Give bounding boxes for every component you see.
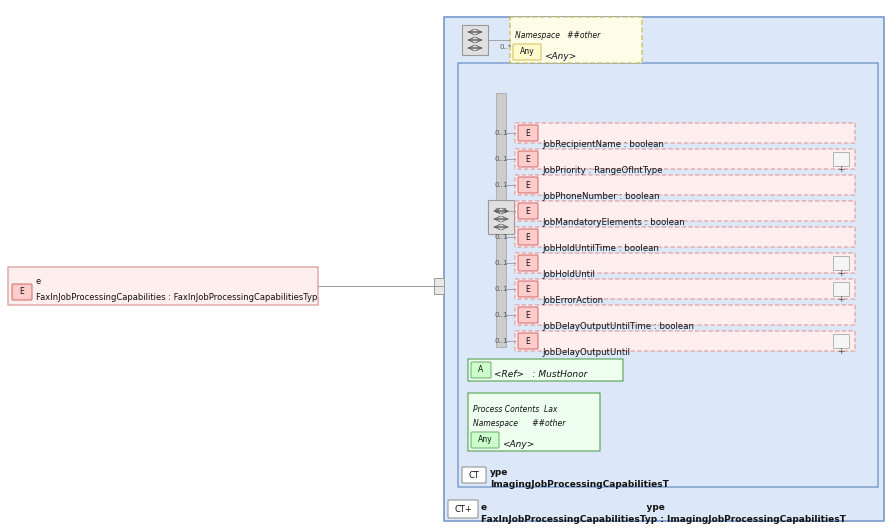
FancyBboxPatch shape <box>513 44 541 60</box>
Text: FaxInJobProcessingCapabilitiesTyp : ImagingJobProcessingCapabilitiesT: FaxInJobProcessingCapabilitiesTyp : Imag… <box>481 515 846 524</box>
Text: E: E <box>20 287 24 296</box>
FancyBboxPatch shape <box>515 305 855 325</box>
FancyBboxPatch shape <box>448 500 478 518</box>
FancyBboxPatch shape <box>468 393 600 451</box>
Text: JobRecipientName : boolean: JobRecipientName : boolean <box>542 140 664 149</box>
Bar <box>496 93 506 347</box>
Text: JobHoldUntilTime : boolean: JobHoldUntilTime : boolean <box>542 244 659 253</box>
FancyBboxPatch shape <box>510 17 642 63</box>
FancyBboxPatch shape <box>515 149 855 169</box>
Text: e: e <box>36 277 41 286</box>
FancyBboxPatch shape <box>518 151 538 167</box>
Text: E: E <box>526 336 530 345</box>
FancyBboxPatch shape <box>518 281 538 297</box>
Text: E: E <box>526 233 530 242</box>
Text: JobPhoneNumber : boolean: JobPhoneNumber : boolean <box>542 192 660 201</box>
Text: <Any>: <Any> <box>544 52 577 61</box>
FancyBboxPatch shape <box>515 175 855 195</box>
FancyBboxPatch shape <box>468 359 623 381</box>
Bar <box>462 25 488 55</box>
FancyBboxPatch shape <box>8 267 318 305</box>
Text: 0..1: 0..1 <box>494 208 508 214</box>
Text: ImagingJobProcessingCapabilitiesT: ImagingJobProcessingCapabilitiesT <box>490 480 669 489</box>
Text: +: + <box>837 295 845 304</box>
Text: JobPriority : RangeOfIntType: JobPriority : RangeOfIntType <box>542 166 662 175</box>
Text: 0..1: 0..1 <box>494 234 508 240</box>
Text: E: E <box>526 154 530 163</box>
Text: 0..1: 0..1 <box>494 260 508 266</box>
FancyBboxPatch shape <box>12 284 32 300</box>
Text: Any: Any <box>519 48 535 57</box>
Bar <box>833 334 849 348</box>
Text: Any: Any <box>477 435 493 444</box>
Text: <Ref>   : MustHonor: <Ref> : MustHonor <box>494 370 587 379</box>
Text: E: E <box>526 129 530 138</box>
Text: E: E <box>526 285 530 294</box>
Text: JobDelayOutputUntilTime : boolean: JobDelayOutputUntilTime : boolean <box>542 322 694 331</box>
Text: A: A <box>478 366 484 375</box>
FancyBboxPatch shape <box>515 279 855 299</box>
Text: JobDelayOutputUntil: JobDelayOutputUntil <box>542 348 630 357</box>
Text: E: E <box>526 206 530 215</box>
FancyBboxPatch shape <box>515 253 855 273</box>
FancyBboxPatch shape <box>518 229 538 245</box>
Text: JobMandatoryElements : boolean: JobMandatoryElements : boolean <box>542 218 685 227</box>
Text: +: + <box>837 269 845 278</box>
Text: <Any>: <Any> <box>502 440 535 449</box>
FancyBboxPatch shape <box>444 17 884 521</box>
Text: 0..*: 0..* <box>500 44 512 50</box>
Bar <box>833 152 849 166</box>
FancyBboxPatch shape <box>518 125 538 141</box>
FancyBboxPatch shape <box>515 227 855 247</box>
Text: e                                                   ype: e ype <box>481 503 665 512</box>
Text: FaxInJobProcessingCapabilities : FaxInJobProcessingCapabilitiesTyp: FaxInJobProcessingCapabilities : FaxInJo… <box>36 293 317 302</box>
FancyBboxPatch shape <box>515 201 855 221</box>
Text: 0..1: 0..1 <box>494 130 508 136</box>
Text: ype: ype <box>490 468 509 477</box>
FancyBboxPatch shape <box>515 331 855 351</box>
FancyBboxPatch shape <box>518 177 538 193</box>
Text: 0..1: 0..1 <box>494 338 508 344</box>
Text: E: E <box>526 180 530 189</box>
FancyBboxPatch shape <box>458 63 878 487</box>
Text: E: E <box>526 311 530 320</box>
Text: Namespace      ##other: Namespace ##other <box>473 419 565 428</box>
FancyBboxPatch shape <box>515 123 855 143</box>
Text: CT+: CT+ <box>454 505 472 514</box>
Text: Process Contents  Lax: Process Contents Lax <box>473 405 557 414</box>
Text: E: E <box>526 259 530 268</box>
FancyBboxPatch shape <box>462 467 486 483</box>
FancyBboxPatch shape <box>518 333 538 349</box>
Bar <box>488 200 514 234</box>
Bar <box>434 278 444 294</box>
FancyBboxPatch shape <box>518 203 538 219</box>
Text: 0..1: 0..1 <box>494 312 508 318</box>
Bar <box>833 256 849 270</box>
Text: 0..1: 0..1 <box>494 156 508 162</box>
FancyBboxPatch shape <box>471 362 491 378</box>
Text: 0..1: 0..1 <box>494 286 508 292</box>
Text: 0..1: 0..1 <box>494 182 508 188</box>
Text: CT: CT <box>468 470 479 479</box>
FancyBboxPatch shape <box>518 307 538 323</box>
Text: JobErrorAction: JobErrorAction <box>542 296 603 305</box>
Bar <box>833 282 849 296</box>
Text: +: + <box>837 347 845 356</box>
FancyBboxPatch shape <box>518 255 538 271</box>
FancyBboxPatch shape <box>471 432 499 448</box>
Text: Namespace   ##other: Namespace ##other <box>515 31 600 40</box>
Text: JobHoldUntil: JobHoldUntil <box>542 270 595 279</box>
Text: +: + <box>837 165 845 174</box>
